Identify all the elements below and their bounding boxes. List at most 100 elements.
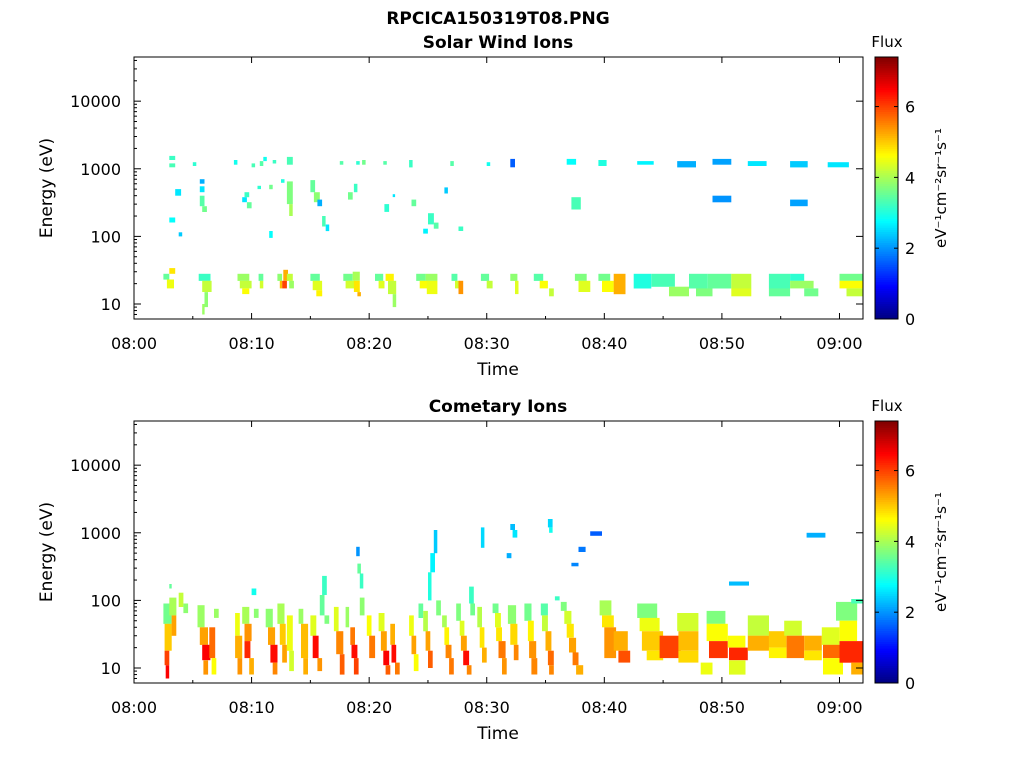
colorbar-swatch [875,665,898,669]
heatmap-cell [356,546,360,557]
colorbar-swatch [875,94,898,97]
colorbar-swatch [875,124,898,128]
colorbar-swatch [875,74,898,78]
heatmap-cell [560,601,567,611]
panel-title: Solar Wind Ions [423,33,574,53]
heatmap-cell [353,183,358,193]
heatmap-cell [237,658,243,675]
heatmap-cell [251,588,257,596]
colorbar-swatch [875,129,898,132]
heatmap-cell [678,650,699,663]
colorbar-swatch [875,667,898,671]
heatmap-cell [513,644,519,661]
heatmap-cell [312,280,323,291]
colorbar-swatch [875,586,898,590]
heatmap-cell [279,623,286,645]
colorbar-swatch [875,301,898,305]
colorbar-swatch [875,582,898,586]
x-axis-label: Time [476,724,519,744]
heatmap-cell [426,280,438,295]
colorbar-swatch [875,168,898,171]
y-tick-label: 100 [90,591,121,610]
colorbar-swatch [875,120,898,123]
heatmap-cell [268,627,276,645]
heatmap-cell [477,606,482,628]
colorbar-swatch [875,619,898,623]
heatmap-cell [383,650,390,666]
heatmap-cell [380,631,387,651]
heatmap-cell [524,603,532,621]
x-tick-label: 08:00 [111,334,157,353]
colorbar-swatch [875,562,898,566]
heatmap-cell [169,268,176,274]
heatmap-cell [253,608,259,618]
colorbar-swatch [875,501,898,505]
heatmap-cell [566,158,577,165]
heatmap-cell [353,280,360,292]
heatmap-cell [235,613,240,636]
heatmap-cell [566,623,574,638]
heatmap-cell [768,288,791,297]
heatmap-cell [199,627,208,645]
colorbar-swatch [875,257,898,261]
heatmap-cell [169,597,177,616]
panel-solar-wind-ions: Solar Wind Ions 08:00 08:10 08:20 08:30 08:4… [37,33,950,380]
colorbar-swatch [875,275,898,278]
heatmap-cell [258,273,264,281]
colorbar-swatch [875,604,898,607]
colorbar-swatch [875,645,898,649]
heatmap-cell [265,608,273,628]
colorbar-swatch [875,284,898,287]
colorbar-swatch [875,144,898,147]
heatmap-cell [199,195,205,207]
heatmap-cell [689,273,708,289]
colorbar-swatch [875,107,898,110]
colorbar-swatch [875,249,898,252]
heatmap-cell [576,665,584,675]
heatmap-cell [319,595,325,616]
heatmap-cell [639,617,660,632]
colorbar-swatch [875,65,898,69]
heatmap-cell [289,650,294,672]
colorbar-swatch [875,238,898,241]
heatmap-cell [298,608,304,624]
heatmap-cell [613,273,626,295]
colorbar-swatch [875,514,898,518]
colorbar-swatch [875,122,898,126]
heatmap-cell [244,192,250,198]
colorbar-swatch [875,632,898,636]
heatmap-cell [571,197,581,210]
heatmap-cell [851,599,863,604]
colorbar-units-label: eV⁻¹cm⁻²sr⁻¹s⁻¹ [932,492,950,612]
heatmap-cell [356,161,360,165]
heatmap-cell [413,654,419,672]
heatmap-cell [391,644,397,663]
heatmap-cell [197,605,205,628]
colorbar-swatch [875,482,898,485]
colorbar-swatch [875,174,898,178]
heatmap-cell [554,596,560,601]
colorbar-swatch [875,503,898,507]
heatmap-cell [164,650,170,666]
heatmap-cell [235,635,243,659]
heatmap-cell [510,273,518,281]
heatmap-cell [313,192,320,203]
colorbar-swatch [875,493,898,496]
y-tick-label: 10000 [70,456,121,475]
colorbar-swatch [875,479,898,483]
heatmap-cell [423,228,428,234]
colorbar-swatch [875,464,898,468]
heatmap-cell [362,160,366,165]
colorbar-swatch [875,654,898,658]
heatmap-cell [411,199,417,207]
heatmap-cell [823,658,843,675]
heatmap-cell [272,662,278,675]
heatmap-cell [378,613,385,632]
x-axis-label: Time [476,360,519,380]
heatmap-cell [572,652,579,666]
colorbar-swatch [875,290,898,294]
x-tick-label: 08:10 [229,698,275,717]
heatmap-cell [527,620,534,642]
colorbar-swatch [875,81,898,84]
